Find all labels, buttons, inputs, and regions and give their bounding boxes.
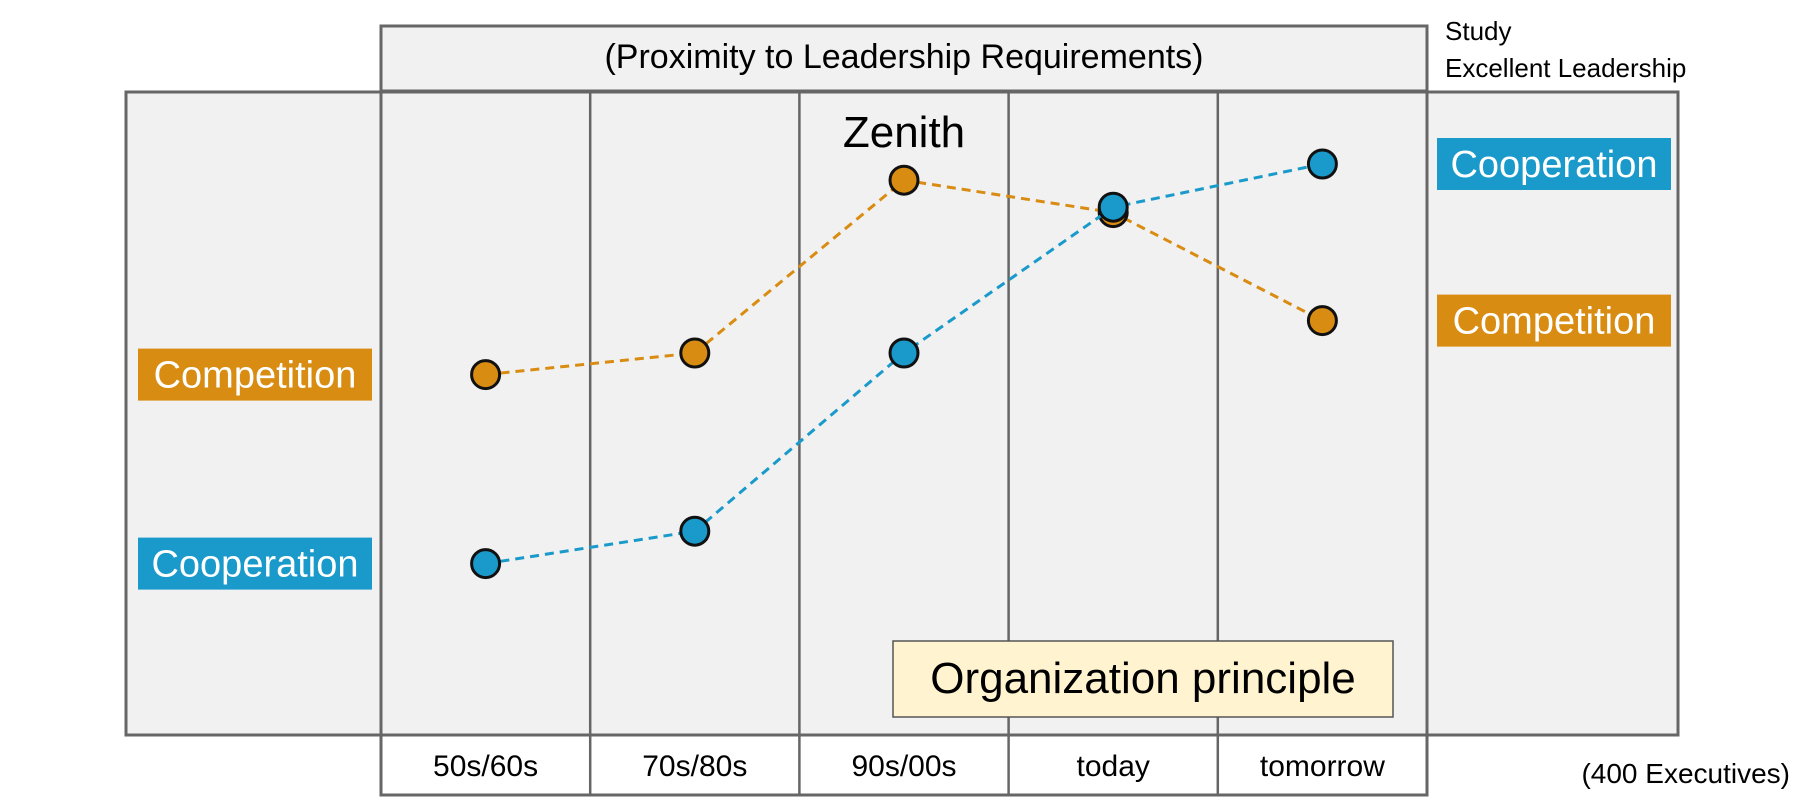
chart-title: (Proximity to Leadership Requirements) (604, 38, 1203, 76)
x-tick-label: 50s/60s (433, 750, 538, 783)
side-label-text: Competition (154, 355, 357, 397)
x-tick-label: tomorrow (1260, 750, 1385, 783)
axis-label-frame (379, 733, 1429, 797)
title-frame (379, 24, 1429, 93)
sample-note: (400 Executives) (1581, 758, 1790, 789)
data-point (1306, 305, 1338, 337)
data-point (470, 548, 502, 580)
side-label-competition: Competition (138, 348, 372, 401)
study-label-line1: Study (1445, 16, 1512, 46)
x-tick-label: 70s/80s (642, 750, 747, 783)
organization-principle-box (892, 640, 1394, 718)
x-tick-label: 90s/00s (851, 750, 956, 783)
side-label-bg (138, 348, 372, 401)
side-label-text: Cooperation (1450, 144, 1657, 186)
right-labels: Cooperation Competition (1437, 138, 1671, 347)
data-point (888, 337, 920, 369)
series-layer (470, 148, 1338, 580)
data-point (679, 515, 711, 547)
side-label-competition: Competition (1437, 294, 1671, 347)
organization-principle-text: Organization principle (930, 654, 1356, 703)
side-label-cooperation: Cooperation (138, 537, 372, 590)
side-label-text: Competition (1453, 301, 1656, 343)
data-point (470, 359, 502, 391)
series-cooperation (470, 148, 1338, 580)
side-label-cooperation: Cooperation (1437, 138, 1671, 190)
zenith-annotation: Zenith (843, 108, 965, 157)
side-label-bg (1437, 138, 1671, 190)
x-axis-labels: 50s/60s 70s/80s 90s/00s today tomorrow (433, 750, 1385, 783)
side-label-text: Cooperation (151, 544, 358, 586)
data-point (679, 337, 711, 369)
data-point (1306, 148, 1338, 180)
plot-frame (124, 90, 1680, 737)
side-label-bg (138, 537, 372, 590)
left-labels: Competition Cooperation (138, 348, 372, 590)
data-point (888, 164, 920, 196)
side-label-bg (1437, 294, 1671, 347)
x-tick-label: today (1077, 750, 1150, 783)
study-label-line2: Excellent Leadership (1445, 53, 1686, 83)
data-point (1097, 191, 1129, 223)
